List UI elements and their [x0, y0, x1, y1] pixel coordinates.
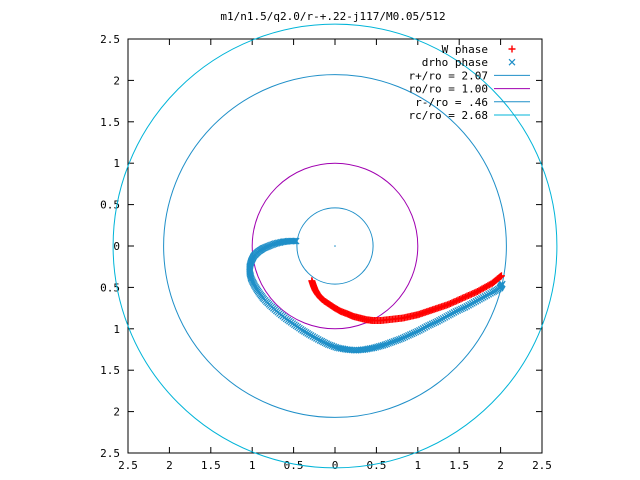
- drho-phase-point: [379, 341, 387, 349]
- drho-phase-point: [414, 327, 422, 335]
- drho-phase-point: [399, 334, 407, 342]
- x-tick-label: 0.5: [366, 459, 386, 472]
- circle-rc-ro: [112, 23, 558, 469]
- drho-phase-point: [388, 338, 396, 346]
- y-tick-label: 0.5: [100, 281, 120, 294]
- legend-label: drho phase: [422, 56, 488, 69]
- legend-label: r+/ro = 2.07: [409, 69, 488, 82]
- y-tick-label: 1: [113, 323, 120, 336]
- drho-phase-point: [459, 304, 467, 312]
- x-tick-label: 2: [497, 459, 504, 472]
- drho-phase-point: [428, 320, 436, 328]
- chart-title: m1/n1.5/q2.0/r-+.22-j117/M0.05/512: [220, 10, 445, 23]
- drho-phase-point: [426, 321, 434, 329]
- drho-phase-point: [454, 307, 462, 315]
- y-tick-label: 2.5: [100, 447, 120, 460]
- legend-label: ro/ro = 1.00: [409, 83, 488, 96]
- y-axis: 2.5 2 1.5 1 0.5 0 0.5 1 1.5 2 2.5: [100, 33, 542, 460]
- drho-phase-point: [324, 341, 332, 348]
- legend-marker-plus: [508, 45, 516, 53]
- drho-phase-point: [395, 335, 403, 343]
- y-tick-label: 0: [113, 240, 120, 253]
- y-tick-label: 1.5: [100, 116, 120, 129]
- x-tick-label: 0.5: [284, 459, 304, 472]
- drho-phase-series: [246, 237, 506, 354]
- y-tick-label: 1: [113, 157, 120, 170]
- x-tick-label: 0: [332, 459, 339, 472]
- drho-phase-point: [425, 322, 432, 329]
- x-tick-label: 1: [249, 459, 256, 472]
- drho-phase-point: [326, 341, 334, 349]
- drho-phase-point: [330, 343, 338, 350]
- drho-phase-point: [405, 331, 412, 339]
- drho-phase-point: [328, 342, 336, 350]
- circle-r-ro: [296, 207, 374, 285]
- drho-phase-point: [392, 337, 400, 345]
- y-tick-label: 0.5: [100, 199, 120, 212]
- drho-phase-point: [432, 318, 440, 326]
- drho-phase-point: [457, 305, 465, 313]
- x-tick-label: 1.5: [449, 459, 469, 472]
- drho-phase-point: [403, 332, 411, 340]
- x-tick-label: 1: [414, 459, 421, 472]
- drho-phase-point: [397, 335, 405, 343]
- drho-phase-point: [386, 339, 394, 347]
- drho-phase-point: [498, 280, 506, 288]
- x-tick-label: 2.5: [118, 459, 138, 472]
- drho-phase-point: [406, 331, 414, 339]
- drho-phase-point: [401, 333, 409, 341]
- legend-label: rc/ro = 2.68: [409, 109, 488, 122]
- drho-phase-point: [383, 340, 391, 348]
- x-tick-label: 1.5: [201, 459, 221, 472]
- y-tick-label: 2.5: [100, 33, 120, 46]
- x-axis: 2.5 2 1.5 1 0.5 0 0.5 1 1.5 2 2.5: [118, 39, 552, 472]
- drho-phase-point: [430, 319, 438, 327]
- y-tick-label: 1.5: [100, 364, 120, 377]
- drho-phase-point: [408, 330, 416, 338]
- w-phase-point: [497, 272, 505, 280]
- center-point: [334, 245, 336, 247]
- w-phase-series: [308, 272, 505, 325]
- x-tick-label: 2: [166, 459, 173, 472]
- y-tick-label: 2: [113, 74, 120, 87]
- drho-phase-point: [390, 337, 398, 345]
- drho-phase-point: [381, 341, 389, 349]
- legend-label: W phase: [442, 43, 488, 56]
- drho-phase-point: [410, 329, 418, 337]
- drho-phase-point: [385, 339, 392, 347]
- legend-label: r-/ro = .46: [415, 96, 488, 109]
- y-tick-label: 2: [113, 406, 120, 419]
- circle-r-ro: [163, 74, 507, 418]
- drho-phase-point: [412, 328, 420, 336]
- drho-phase-point: [394, 336, 402, 344]
- legend-marker-cross: [508, 58, 516, 66]
- reference-circles: [112, 23, 558, 469]
- drho-phase-point: [452, 307, 460, 315]
- drho-phase-point: [456, 306, 463, 314]
- circle-ro-ro: [251, 162, 419, 330]
- x-tick-label: 2.5: [532, 459, 552, 472]
